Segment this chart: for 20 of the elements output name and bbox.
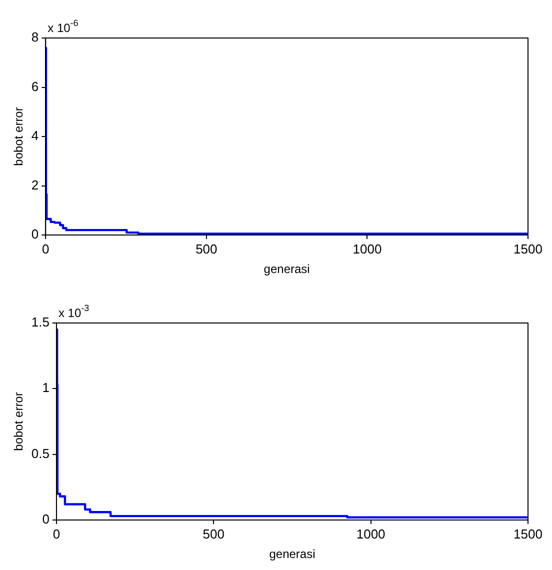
y-tick-label: 0 — [42, 512, 50, 527]
y-axis-title: bobot error — [12, 107, 26, 166]
x-axis-title: generasi — [264, 262, 310, 276]
x-tick-label: 500 — [196, 241, 218, 256]
x-tick-label: 1000 — [356, 526, 386, 542]
x-tick-label: 1500 — [514, 526, 542, 542]
x-axis-title: generasi — [269, 547, 316, 562]
x-tick-label: 0 — [52, 526, 60, 542]
y-tick-label: 0 — [31, 226, 39, 242]
y-tick-label: 2 — [31, 177, 39, 192]
x-tick-label: 1000 — [352, 241, 382, 256]
y-tick-label: 4 — [31, 128, 39, 144]
y-tick-label: 6 — [31, 78, 39, 94]
y-tick-label: 0.5 — [31, 446, 50, 461]
x-tick-label: 500 — [202, 526, 224, 542]
y-tick-label: 1.5 — [31, 314, 50, 330]
y-tick-label: 1 — [42, 380, 50, 396]
y-axis-title: bobot error — [12, 392, 26, 451]
x-tick-label: 1500 — [514, 241, 542, 256]
y-tick-label: 8 — [31, 30, 39, 45]
